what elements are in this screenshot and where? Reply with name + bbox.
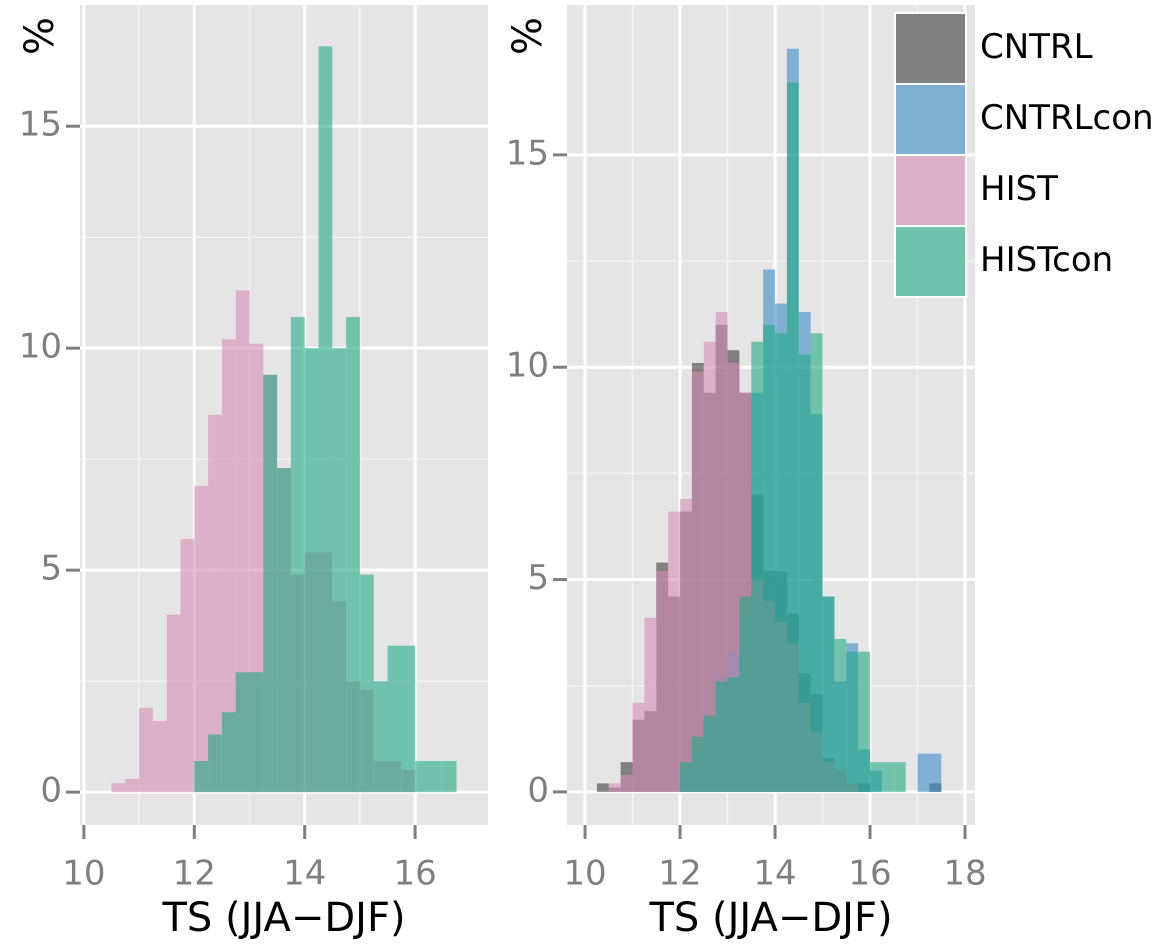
bar — [751, 341, 764, 792]
bar — [208, 734, 222, 793]
bar — [680, 498, 692, 792]
bar — [318, 46, 333, 793]
bar — [929, 753, 942, 792]
bar — [180, 539, 195, 793]
bar — [680, 762, 692, 792]
bar — [139, 707, 153, 793]
bar — [632, 702, 645, 792]
bar — [715, 312, 728, 792]
y-tick-label: 15 — [506, 133, 549, 173]
legend-key — [896, 227, 965, 296]
bar — [775, 333, 787, 792]
bar — [870, 762, 882, 792]
bar — [834, 639, 847, 792]
bar — [727, 362, 740, 792]
x-tick-label: 14 — [753, 854, 796, 894]
bar — [691, 736, 704, 792]
bar — [359, 574, 374, 793]
bar — [703, 715, 716, 792]
x-tick-label: 18 — [943, 854, 986, 894]
bar — [727, 677, 740, 792]
bar — [442, 761, 457, 793]
y-tick-label: 5 — [527, 558, 549, 598]
bar — [277, 468, 291, 793]
x-tick-label: 14 — [283, 854, 326, 894]
legend-label: CNTRLcon — [980, 98, 1154, 138]
bar — [703, 341, 716, 792]
bar — [401, 645, 416, 793]
bar — [428, 761, 443, 793]
bar — [620, 774, 633, 792]
bar — [263, 374, 278, 793]
y-tick-label: 10 — [506, 346, 549, 386]
y-tick-label: 10 — [19, 327, 62, 367]
x-tick-label: 12 — [173, 854, 216, 894]
bar — [739, 596, 752, 792]
bar — [235, 672, 250, 793]
bar — [715, 681, 728, 792]
bar — [111, 783, 126, 793]
bar — [387, 645, 402, 793]
bar — [846, 651, 859, 792]
x-tick-label: 12 — [658, 854, 701, 894]
y-tick-label: 15 — [19, 105, 62, 145]
bar — [221, 712, 236, 793]
bar — [346, 317, 360, 793]
y-tick-label: 0 — [40, 771, 62, 811]
bar — [235, 290, 250, 793]
bar — [373, 681, 388, 793]
legend-label: CNTRL — [980, 27, 1093, 67]
bar — [917, 753, 930, 792]
bar — [208, 414, 222, 793]
bar — [786, 82, 799, 792]
bar — [608, 783, 621, 792]
x-tick-label: 16 — [393, 854, 436, 894]
y-axis-title: % — [17, 17, 63, 55]
bar — [798, 354, 811, 792]
bar — [152, 721, 167, 793]
bar — [194, 485, 209, 793]
bar — [125, 778, 140, 793]
bar — [881, 762, 894, 792]
bar — [290, 317, 305, 793]
x-axis-title: TS (JJA−DJF) — [648, 895, 892, 941]
x-tick-label: 10 — [62, 854, 105, 894]
bar — [739, 392, 752, 792]
bar — [221, 339, 236, 793]
bar — [858, 651, 871, 792]
bar — [194, 761, 209, 793]
bar — [596, 783, 609, 792]
y-tick-label: 0 — [527, 770, 549, 810]
bar — [415, 761, 429, 793]
legend-key — [896, 85, 965, 154]
x-tick-label: 10 — [563, 854, 606, 894]
bar — [304, 348, 319, 793]
bar — [249, 672, 264, 793]
bar — [763, 324, 776, 792]
bar — [668, 511, 681, 792]
legend-key — [896, 14, 965, 83]
bar — [822, 596, 835, 792]
y-axis-title: % — [505, 17, 551, 55]
legend-label: HIST — [980, 169, 1058, 209]
x-axis-title: TS (JJA−DJF) — [161, 895, 405, 941]
bar — [644, 617, 657, 792]
bar — [893, 762, 906, 792]
legend-key — [896, 156, 965, 225]
bar — [166, 614, 181, 793]
bar — [656, 571, 669, 792]
legend-label: HISTcon — [980, 240, 1113, 280]
y-tick-label: 5 — [40, 549, 62, 589]
x-tick-label: 16 — [848, 854, 891, 894]
bar — [691, 371, 704, 792]
bar — [810, 333, 823, 792]
bar — [332, 348, 347, 793]
